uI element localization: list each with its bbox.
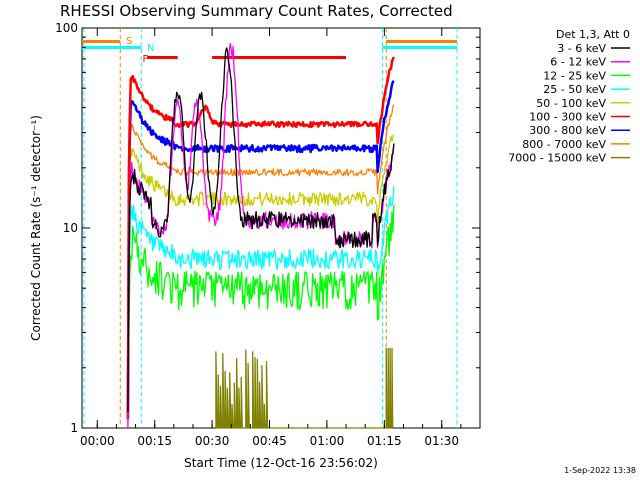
x-tick-label: 00:00 — [80, 434, 115, 448]
x-tick-label: 01:30 — [424, 434, 459, 448]
legend-label: 7000 - 15000 keV — [508, 152, 606, 165]
y-tick-label: 100 — [55, 21, 78, 35]
legend-label: 12 - 25 keV — [543, 69, 606, 82]
flag-label-n: N — [147, 43, 154, 54]
series-line-8 — [215, 347, 394, 429]
flag-bar-f — [147, 56, 178, 59]
chart-title: RHESSI Observing Summary Count Rates, Co… — [60, 2, 453, 20]
series-line-2 — [127, 204, 395, 409]
y-axis-label: Corrected Count Rate (s⁻¹ detector⁻¹) — [29, 115, 43, 341]
flag-label-s: S — [126, 36, 132, 47]
x-tick-label: 00:15 — [137, 434, 172, 448]
flag-label-f: F — [142, 54, 148, 65]
time-markers — [83, 28, 458, 428]
y-tick-label: 10 — [63, 221, 78, 235]
x-tick-label: 00:45 — [252, 434, 287, 448]
x-axis-label: Start Time (12-Oct-16 23:56:02) — [184, 456, 378, 470]
x-tick-label: 01:00 — [310, 434, 345, 448]
flag-bar-s — [82, 40, 121, 43]
legend-header: Det 1,3, Att 0 — [556, 28, 630, 41]
flag-bar-n — [382, 46, 458, 49]
x-tick-label: 01:15 — [367, 434, 402, 448]
flag-bar-f — [212, 56, 347, 59]
y-tick-label: 1 — [70, 421, 78, 435]
legend-label: 50 - 100 keV — [536, 97, 606, 110]
legend-label: 6 - 12 keV — [550, 56, 606, 69]
legend-label: 100 - 300 keV — [529, 111, 606, 124]
flag-bars: S NF — [82, 36, 458, 65]
flag-bar-s — [386, 40, 458, 43]
date-stamp: 1-Sep-2022 13:38 — [564, 466, 636, 475]
legend-label: 300 - 800 keV — [529, 124, 606, 137]
series-line-3 — [127, 185, 395, 414]
series-line-0 — [127, 47, 395, 413]
legend-label: 800 - 7000 keV — [522, 138, 606, 151]
series-line-4 — [127, 134, 395, 428]
legend-label: 3 - 6 keV — [557, 42, 606, 55]
legend-label: 25 - 50 keV — [543, 83, 606, 96]
series-line-7 — [127, 104, 395, 421]
flag-bar-n — [82, 46, 142, 49]
series-layer — [126, 42, 396, 429]
x-tick-label: 00:30 — [195, 434, 230, 448]
axis-ticks: 00:00 00:15 00:30 00:45 01:00 01:15 01:30 1 10 10… — [55, 21, 480, 448]
